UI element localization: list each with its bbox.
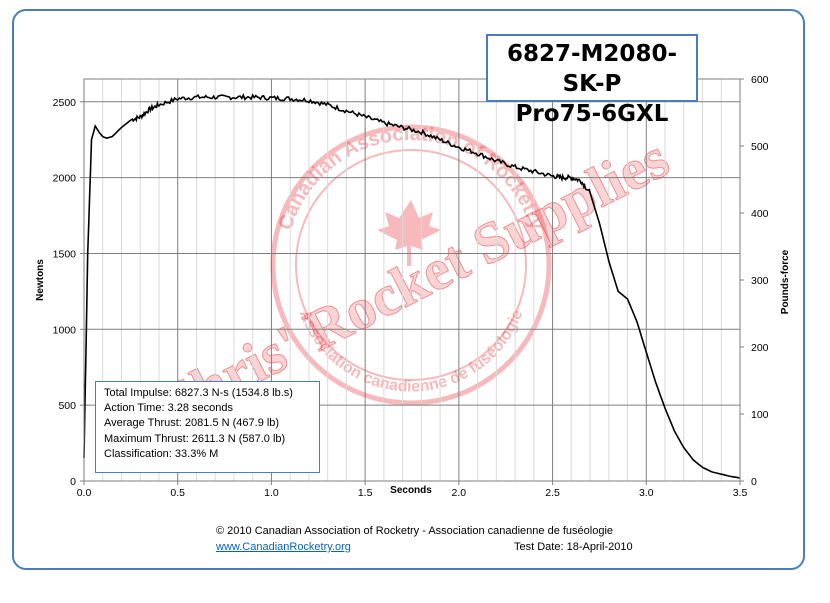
motor-designation: 6827-M2080-SK-P bbox=[506, 41, 677, 97]
y-tick-label: 1000 bbox=[53, 324, 77, 336]
y-tick-label: 500 bbox=[58, 400, 76, 412]
maple-leaf-icon bbox=[377, 200, 441, 266]
x-tick-label: 3.5 bbox=[733, 487, 748, 499]
y2-tick-label: 600 bbox=[751, 74, 769, 86]
seal-inner-ring bbox=[295, 149, 527, 381]
x-tick-label: 1.5 bbox=[358, 487, 373, 499]
maximum-thrust: Maximum Thrust: 2611.3 N (587.0 lb) bbox=[104, 432, 286, 445]
y2-tick-label: 100 bbox=[751, 409, 769, 421]
y-tick-label: 2000 bbox=[53, 173, 77, 185]
major-grid bbox=[84, 79, 740, 481]
total-impulse: Total Impulse: 6827.3 N-s (1534.8 lb.s) bbox=[104, 387, 293, 399]
motor-title-box: 6827-M2080-SK-P Pro75-6GXL bbox=[486, 34, 698, 127]
test-date: Test Date: 18-April-2010 bbox=[514, 541, 633, 553]
action-time: Action Time: 3.28 seconds bbox=[104, 402, 234, 415]
y-axis-title: Newtons bbox=[35, 259, 46, 301]
y-axis-ticks: 0 500 1000 1500 2000 2500 bbox=[53, 97, 84, 488]
y-tick-label: 0 bbox=[70, 476, 76, 488]
y-tick-label: 2500 bbox=[53, 97, 77, 109]
y2-tick-label: 300 bbox=[751, 275, 769, 287]
x-tick-label: 1.0 bbox=[264, 487, 279, 499]
y2-tick-label: 400 bbox=[751, 208, 769, 220]
y2-axis-title: Pounds-force bbox=[780, 249, 791, 314]
y-tick-label: 1500 bbox=[53, 248, 77, 260]
website-link[interactable]: www.CanadianRocketry.org bbox=[216, 541, 351, 553]
x-tick-label: 0.0 bbox=[77, 487, 92, 499]
motor-stats-box: Total Impulse: 6827.3 N-s (1534.8 lb.s) … bbox=[95, 381, 320, 473]
y2-tick-label: 500 bbox=[751, 141, 769, 153]
x-tick-label: 2.5 bbox=[545, 487, 560, 499]
chart-frame bbox=[12, 9, 805, 570]
x-tick-label: 2.0 bbox=[452, 487, 467, 499]
x-tick-label: 0.5 bbox=[170, 487, 185, 499]
thrust-curve bbox=[83, 93, 741, 479]
x-axis-ticks: 0.0 0.5 1.0 1.5 2.0 2.5 3.0 3.5 bbox=[77, 481, 748, 499]
classification: Classification: 33.3% M bbox=[104, 447, 219, 460]
x-axis-title: Seconds bbox=[390, 485, 432, 496]
copyright-text: © 2010 Canadian Association of Rocketry … bbox=[216, 525, 614, 537]
motor-reload-name: Pro75-6GXL bbox=[515, 101, 669, 127]
seal-outer-ring bbox=[270, 124, 552, 406]
average-thrust: Average Thrust: 2081.5 N (467.9 lb) bbox=[104, 417, 280, 430]
y2-axis-ticks: 0 100 200 300 400 500 600 bbox=[740, 74, 769, 488]
y2-tick-label: 0 bbox=[751, 476, 757, 488]
x-tick-label: 3.0 bbox=[639, 487, 654, 499]
y2-tick-label: 200 bbox=[751, 342, 769, 354]
